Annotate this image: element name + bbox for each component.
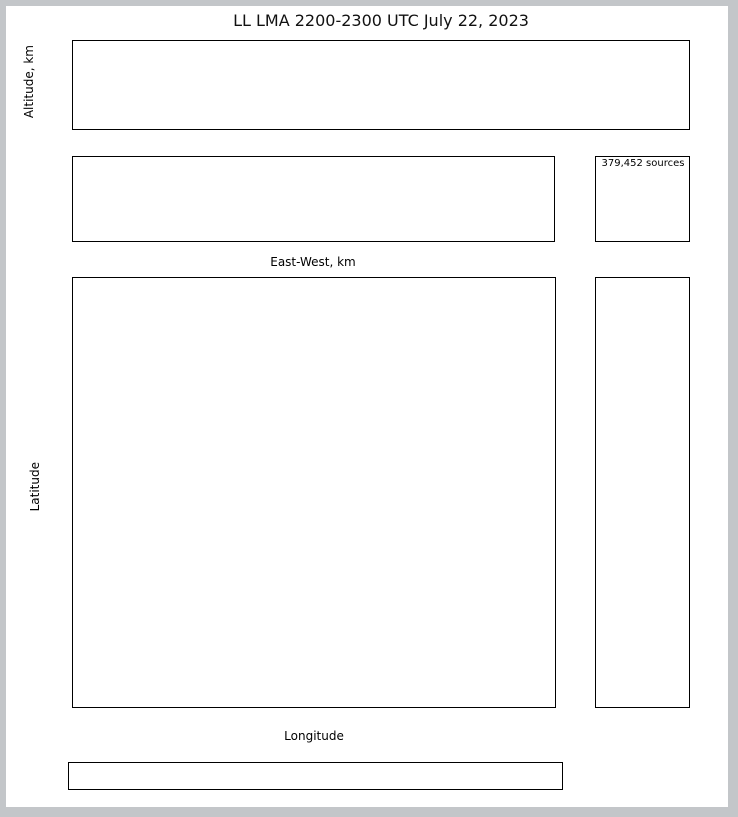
total-sources-annotation: 379,452 sources xyxy=(601,158,685,169)
plan-view-map-panel xyxy=(72,277,556,708)
northsouth-height-canvas xyxy=(596,278,738,428)
ew-panel-xlabel: East-West, km xyxy=(270,255,356,269)
plan-view-map-canvas xyxy=(73,278,373,428)
window-border-bottom xyxy=(0,807,738,817)
time-height-panel xyxy=(72,40,690,191)
figure-title: LL LMA 2200-2300 UTC July 22, 2023 xyxy=(233,11,529,30)
window-border-left xyxy=(0,0,6,817)
map-ylabel: Latitude xyxy=(28,462,42,512)
time-panel-ylabel: Altitude, km xyxy=(22,45,36,119)
map-xlabel: Longitude xyxy=(284,729,344,743)
northsouth-height-panel xyxy=(595,277,738,708)
window-border-top xyxy=(0,0,738,6)
colorbar xyxy=(68,762,563,790)
eastwest-height-panel xyxy=(72,156,555,307)
